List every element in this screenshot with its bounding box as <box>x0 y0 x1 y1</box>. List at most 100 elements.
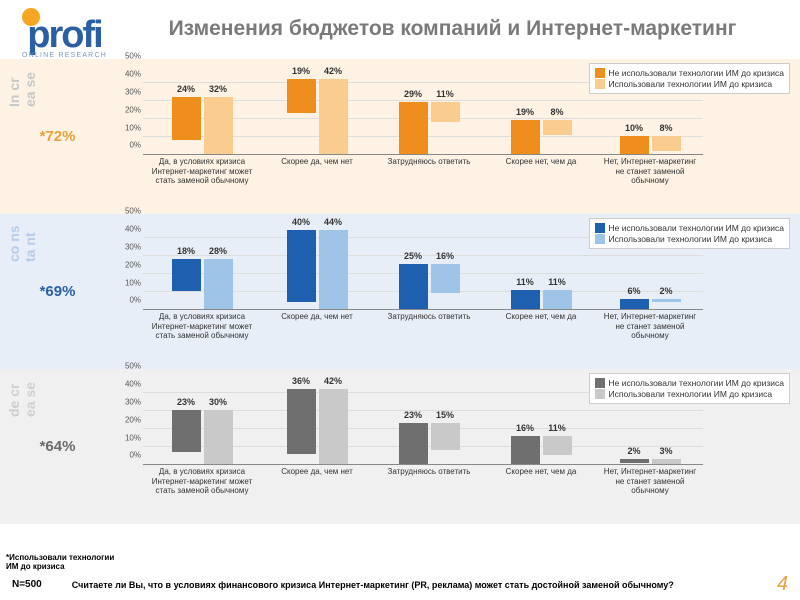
bar: 6% <box>620 299 649 310</box>
chart-panel-constant: co ns ta nt*69%0%10%20%30%40%50%18%28%40… <box>0 214 800 369</box>
legend-item: Использовали технологии ИМ до кризиса <box>595 389 784 399</box>
bar-group: 18%28% <box>162 259 242 309</box>
legend-swatch-icon <box>595 378 605 388</box>
ytick: 30% <box>125 88 141 97</box>
ytick: 10% <box>125 278 141 287</box>
bar-label: 3% <box>652 446 681 456</box>
bar-label: 2% <box>620 446 649 456</box>
bar-label: 11% <box>543 423 572 433</box>
category-label: Скорее нет, чем да <box>485 467 597 495</box>
bar: 32% <box>204 97 233 155</box>
bar-group: 24%32% <box>162 97 242 155</box>
logo-subtitle: ONLINE RESEARCH <box>22 52 107 59</box>
bar-group: 11%11% <box>501 290 581 310</box>
n-count: N=500 <box>12 579 42 590</box>
bar: 8% <box>543 120 572 134</box>
bar-label: 42% <box>319 66 348 76</box>
chart-panel-decrease: de cr ea se*64%0%10%20%30%40%50%23%30%36… <box>0 369 800 524</box>
pct-constant: *69% <box>40 283 76 300</box>
bar: 23% <box>172 410 201 451</box>
logo: profi ONLINE RESEARCH <box>12 8 117 59</box>
legend-item: Не использовали технологии ИМ до кризиса <box>595 68 784 78</box>
legend-swatch-icon <box>595 389 605 399</box>
ytick: 30% <box>125 243 141 252</box>
legend-label: Не использовали технологии ИМ до кризиса <box>609 223 784 233</box>
category-label: Скорее нет, чем да <box>485 312 597 340</box>
bar-label: 11% <box>511 277 540 287</box>
legend-label: Не использовали технологии ИМ до кризиса <box>609 378 784 388</box>
bar: 42% <box>319 79 348 155</box>
legend-decrease: Не использовали технологии ИМ до кризиса… <box>589 373 790 404</box>
bar: 10% <box>620 136 649 154</box>
bar: 15% <box>431 423 460 450</box>
bar: 11% <box>511 290 540 310</box>
bar-label: 11% <box>543 277 572 287</box>
ytick: 0% <box>129 141 141 150</box>
category-label: Скорее да, чем нет <box>261 467 373 495</box>
bar: 2% <box>620 459 649 463</box>
category-label: Скорее нет, чем да <box>485 157 597 185</box>
bar: 36% <box>287 389 316 454</box>
ytick: 10% <box>125 433 141 442</box>
bar-label: 16% <box>431 251 460 261</box>
legend-increase: Не использовали технологии ИМ до кризиса… <box>589 63 790 94</box>
ytick: 40% <box>125 225 141 234</box>
bar-label: 16% <box>511 423 540 433</box>
footnote: *Использовали технологии ИМ до кризиса <box>6 554 116 572</box>
bar-label: 8% <box>652 123 681 133</box>
ytick: 50% <box>125 52 141 61</box>
bar-group: 23%15% <box>389 423 469 464</box>
chart-panel-increase: In cr ea se*72%0%10%20%30%40%50%24%32%19… <box>0 59 800 214</box>
bar-group: 25%16% <box>389 264 469 309</box>
category-label: Да, в условиях кризиса Интернет-маркетин… <box>143 312 261 340</box>
bar: 16% <box>511 436 540 465</box>
pct-increase: *72% <box>40 128 76 145</box>
legend-item: Не использовали технологии ИМ до кризиса <box>595 223 784 233</box>
bar-label: 23% <box>172 397 201 407</box>
legend-label: Использовали технологии ИМ до кризиса <box>609 234 773 244</box>
ytick: 40% <box>125 380 141 389</box>
category-label: Нет, Интернет-маркетинг не станет замено… <box>597 312 703 340</box>
bar-group: 36%42% <box>277 389 357 465</box>
logo-text: profi <box>27 20 101 50</box>
bar: 28% <box>204 259 233 309</box>
bar: 42% <box>319 389 348 465</box>
pct-decrease: *64% <box>40 438 76 455</box>
bar-group: 16%11% <box>501 436 581 465</box>
bar-label: 19% <box>287 66 316 76</box>
survey-question: Считаете ли Вы, что в условиях финансово… <box>72 580 777 590</box>
ytick: 40% <box>125 70 141 79</box>
legend-swatch-icon <box>595 223 605 233</box>
bar: 8% <box>652 136 681 150</box>
bar: 11% <box>543 436 572 456</box>
bar-group: 2%3% <box>610 459 690 464</box>
bar-group: 19%42% <box>277 79 357 155</box>
legend-constant: Не использовали технологии ИМ до кризиса… <box>589 218 790 249</box>
bar-group: 19%8% <box>501 120 581 154</box>
bar-label: 19% <box>511 107 540 117</box>
bar: 19% <box>287 79 316 113</box>
ytick: 50% <box>125 207 141 216</box>
category-label: Нет, Интернет-маркетинг не станет замено… <box>597 157 703 185</box>
category-label: Скорее да, чем нет <box>261 312 373 340</box>
legend-item: Использовали технологии ИМ до кризиса <box>595 234 784 244</box>
bar-group: 29%11% <box>389 102 469 154</box>
ytick: 20% <box>125 260 141 269</box>
bar-label: 15% <box>431 410 460 420</box>
bar-group: 40%44% <box>277 230 357 309</box>
bar: 30% <box>204 410 233 464</box>
bar: 19% <box>511 120 540 154</box>
bar-group: 10%8% <box>610 136 690 154</box>
bar: 24% <box>172 97 201 140</box>
bar-label: 29% <box>399 89 428 99</box>
legend-swatch-icon <box>595 68 605 78</box>
legend-item: Использовали технологии ИМ до кризиса <box>595 79 784 89</box>
bar-label: 18% <box>172 246 201 256</box>
side-label-constant: co ns ta nt <box>6 222 38 262</box>
page-number: 4 <box>777 573 788 596</box>
category-label: Скорее да, чем нет <box>261 157 373 185</box>
ytick: 50% <box>125 362 141 371</box>
bar-label: 23% <box>399 410 428 420</box>
legend-label: Использовали технологии ИМ до кризиса <box>609 79 773 89</box>
bar-label: 40% <box>287 217 316 227</box>
